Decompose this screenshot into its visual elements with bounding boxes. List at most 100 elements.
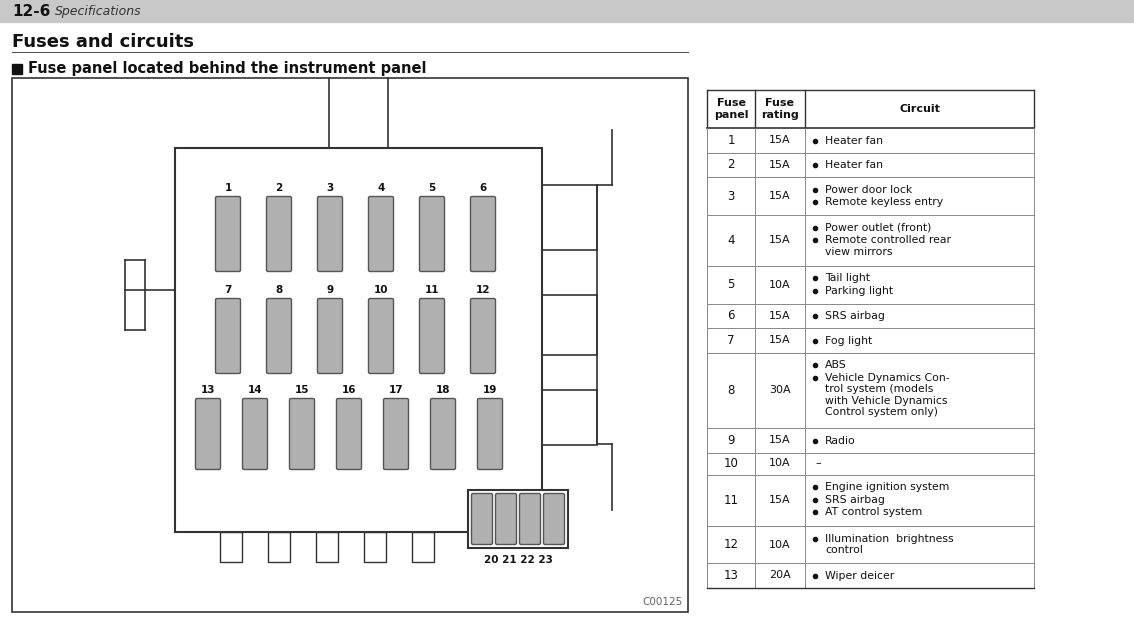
Text: 6: 6 xyxy=(727,309,735,323)
Text: 13: 13 xyxy=(201,385,215,395)
Bar xyxy=(175,148,542,532)
Bar xyxy=(220,532,242,562)
Text: 15A: 15A xyxy=(769,160,790,169)
Text: Parking light: Parking light xyxy=(826,286,894,295)
Text: 5: 5 xyxy=(429,183,435,193)
Text: 14: 14 xyxy=(247,385,262,395)
Text: ABS: ABS xyxy=(826,360,847,370)
FancyBboxPatch shape xyxy=(195,399,220,469)
Text: 17: 17 xyxy=(389,385,404,395)
Text: 11: 11 xyxy=(723,494,738,507)
Text: 7: 7 xyxy=(727,334,735,347)
Text: 16: 16 xyxy=(341,385,356,395)
Text: C00125: C00125 xyxy=(643,597,683,607)
Text: Specifications: Specifications xyxy=(56,4,142,18)
Text: Control system only): Control system only) xyxy=(826,407,938,417)
Bar xyxy=(364,532,386,562)
Text: Fuse
panel: Fuse panel xyxy=(713,98,748,120)
FancyBboxPatch shape xyxy=(266,299,291,374)
Text: Circuit: Circuit xyxy=(899,104,940,114)
Text: Fog light: Fog light xyxy=(826,336,872,346)
Text: control: control xyxy=(826,545,863,555)
FancyBboxPatch shape xyxy=(420,197,445,272)
Text: 15A: 15A xyxy=(769,495,790,505)
FancyBboxPatch shape xyxy=(369,299,393,374)
FancyBboxPatch shape xyxy=(318,299,342,374)
Text: trol system (models: trol system (models xyxy=(826,384,933,394)
Bar xyxy=(542,390,596,445)
Text: AT control system: AT control system xyxy=(826,507,922,517)
Text: 1: 1 xyxy=(727,134,735,147)
FancyBboxPatch shape xyxy=(431,399,456,469)
Text: 20A: 20A xyxy=(769,570,790,580)
Text: view mirrors: view mirrors xyxy=(826,247,892,257)
Text: Heater fan: Heater fan xyxy=(826,135,883,146)
Text: Tail light: Tail light xyxy=(826,273,870,284)
Text: with Vehicle Dynamics: with Vehicle Dynamics xyxy=(826,396,948,406)
Text: 10: 10 xyxy=(723,457,738,470)
Text: 4: 4 xyxy=(378,183,384,193)
Text: 13: 13 xyxy=(723,569,738,581)
Text: 15A: 15A xyxy=(769,311,790,321)
Bar xyxy=(12,78,688,612)
FancyBboxPatch shape xyxy=(215,299,240,374)
FancyBboxPatch shape xyxy=(477,399,502,469)
Text: 30A: 30A xyxy=(769,386,790,395)
FancyBboxPatch shape xyxy=(383,399,408,469)
FancyBboxPatch shape xyxy=(543,493,565,544)
Text: Remote controlled rear: Remote controlled rear xyxy=(826,235,951,245)
Text: Fuse panel located behind the instrument panel: Fuse panel located behind the instrument… xyxy=(28,62,426,76)
Text: Illumination  brightness: Illumination brightness xyxy=(826,534,954,544)
Text: 2: 2 xyxy=(727,158,735,171)
Bar xyxy=(468,490,568,548)
Text: SRS airbag: SRS airbag xyxy=(826,495,885,505)
Text: Wiper deicer: Wiper deicer xyxy=(826,571,895,581)
Text: 15A: 15A xyxy=(769,191,790,201)
Text: 8: 8 xyxy=(727,384,735,397)
Text: 15A: 15A xyxy=(769,435,790,445)
Text: 10A: 10A xyxy=(769,459,790,469)
Text: Remote keyless entry: Remote keyless entry xyxy=(826,197,943,207)
Text: 9: 9 xyxy=(327,285,333,295)
FancyBboxPatch shape xyxy=(496,493,516,544)
Text: Radio: Radio xyxy=(826,436,856,446)
Bar xyxy=(268,532,290,562)
Text: 15: 15 xyxy=(295,385,310,395)
Text: Engine ignition system: Engine ignition system xyxy=(826,482,949,492)
Bar xyxy=(412,532,434,562)
Text: 3: 3 xyxy=(727,190,735,202)
Text: 1: 1 xyxy=(225,183,231,193)
Text: Fuse
rating: Fuse rating xyxy=(761,98,798,120)
Text: 12: 12 xyxy=(723,538,738,551)
FancyBboxPatch shape xyxy=(289,399,314,469)
Text: 15A: 15A xyxy=(769,135,790,146)
Text: 11: 11 xyxy=(425,285,439,295)
Bar xyxy=(12,64,22,74)
FancyBboxPatch shape xyxy=(318,197,342,272)
Text: Vehicle Dynamics Con-: Vehicle Dynamics Con- xyxy=(826,373,949,383)
Text: Heater fan: Heater fan xyxy=(826,160,883,170)
FancyBboxPatch shape xyxy=(471,299,496,374)
Text: 10A: 10A xyxy=(769,539,790,549)
Text: 8: 8 xyxy=(276,285,282,295)
Bar xyxy=(542,185,596,250)
Text: 15A: 15A xyxy=(769,235,790,245)
Text: 10A: 10A xyxy=(769,280,790,290)
Text: Power outlet (front): Power outlet (front) xyxy=(826,223,931,232)
FancyBboxPatch shape xyxy=(519,493,541,544)
Text: Fuses and circuits: Fuses and circuits xyxy=(12,33,194,51)
FancyBboxPatch shape xyxy=(369,197,393,272)
Text: 18: 18 xyxy=(435,385,450,395)
FancyBboxPatch shape xyxy=(337,399,362,469)
Text: 3: 3 xyxy=(327,183,333,193)
Text: 6: 6 xyxy=(480,183,486,193)
Text: 7: 7 xyxy=(225,285,231,295)
FancyBboxPatch shape xyxy=(266,197,291,272)
FancyBboxPatch shape xyxy=(243,399,268,469)
Text: Power door lock: Power door lock xyxy=(826,185,912,195)
Text: 9: 9 xyxy=(727,433,735,447)
Text: 12: 12 xyxy=(476,285,490,295)
Text: 20 21 22 23: 20 21 22 23 xyxy=(483,555,552,565)
Text: –: – xyxy=(815,459,821,469)
Text: 2: 2 xyxy=(276,183,282,193)
